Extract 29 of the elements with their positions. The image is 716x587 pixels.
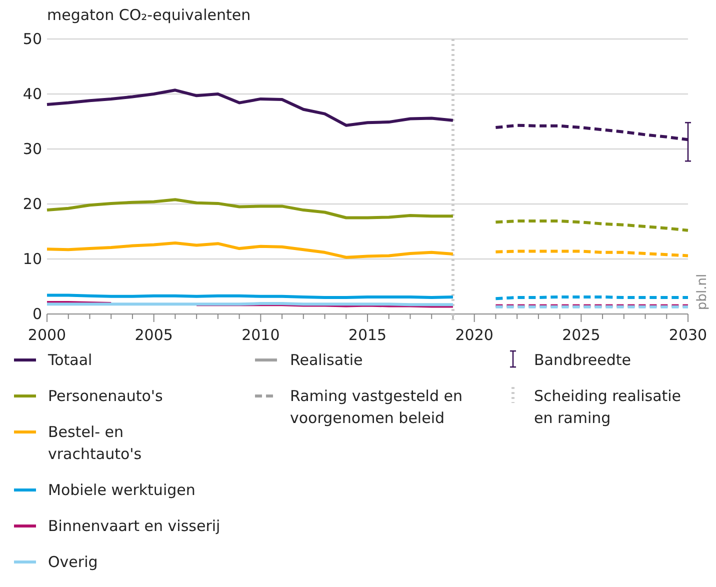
legend-label: Totaal [47, 351, 92, 369]
line-series [46, 242, 454, 259]
legend-label: Bestel- en vrachtauto's [48, 423, 142, 463]
y-axis-title: megaton CO₂-equivalenten [47, 6, 251, 24]
x-tick-label: 2030 [668, 326, 708, 344]
y-tick-label: 10 [22, 250, 42, 268]
legend-label: Raming vastgesteld en voorgenomen beleid [290, 387, 462, 427]
x-tick-label: 2010 [242, 326, 280, 344]
legend-label: Personenauto's [48, 387, 164, 405]
line-series [46, 198, 454, 220]
y-tick-label: 40 [22, 85, 42, 103]
line-series [494, 220, 690, 232]
legend-label: Mobiele werktuigen [48, 481, 196, 499]
text: pbl.nl [695, 274, 710, 310]
y-tick-label: 50 [22, 30, 42, 48]
x-tick-label: 2000 [28, 326, 66, 344]
x-tick-label: 2005 [134, 326, 173, 344]
x-tick-label: 2015 [348, 326, 387, 344]
text: Bandbreedte [534, 351, 631, 369]
y-tick-label: 30 [22, 140, 42, 158]
legend-label: Overig [48, 553, 98, 571]
legend-label: Scheiding realisatie en raming [534, 387, 682, 427]
x-tick-label: 2020 [455, 326, 494, 344]
x-tick-label: 2025 [562, 326, 600, 344]
y-tick-label: 20 [22, 195, 42, 213]
legend-label: Binnenvaart en visserij [48, 517, 220, 535]
y-tick-label: 0 [32, 305, 42, 323]
line-series [46, 88, 454, 127]
legend-label: Realisatie [290, 351, 363, 369]
